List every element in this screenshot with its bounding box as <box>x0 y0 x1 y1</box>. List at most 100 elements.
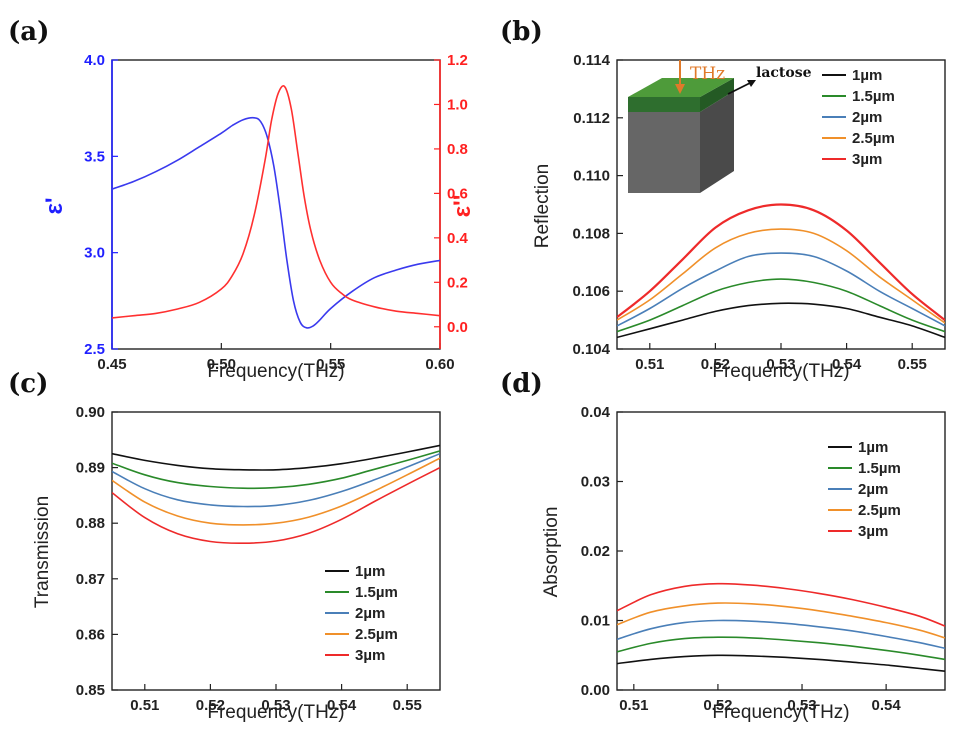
y-axis-title: Transmission <box>32 496 53 608</box>
x-tick-label: 0.45 <box>97 356 126 373</box>
x-tick-label: 0.54 <box>832 356 862 373</box>
legend-label: 2.5µm <box>852 130 895 147</box>
legend-label: 3µm <box>858 523 888 540</box>
x-tick-label: 0.54 <box>872 697 902 714</box>
y-tick-label: 0.104 <box>572 341 610 358</box>
y-axis-title: Absorption <box>541 507 562 598</box>
y2-axis-title: ε'' <box>449 195 476 218</box>
panel-label: (d) <box>500 369 543 399</box>
y2-tick-label: 0.4 <box>447 230 469 247</box>
y-tick-label: 0.108 <box>572 225 610 242</box>
x-tick-label: 0.51 <box>635 356 664 373</box>
panel-a: (a) 0.45 0.50 0.55 0.60 2.5 3.0 3.5 4.0 0.0 0.2 0.4… <box>8 17 476 382</box>
legend-label: 2µm <box>852 109 882 126</box>
y-tick-label: 0.03 <box>581 474 610 491</box>
y-tick-label: 0.01 <box>581 613 610 630</box>
legend-label: 1µm <box>355 563 385 580</box>
plot-frame <box>616 411 946 691</box>
y-tick-label: 0.114 <box>573 52 610 69</box>
x-tick-label: 0.55 <box>393 697 422 714</box>
series-line-2.5m <box>617 602 945 639</box>
series-line-2m <box>617 619 945 650</box>
series-line-left <box>112 116 440 329</box>
legend-label: 1µm <box>852 67 882 84</box>
y-tick-label: 0.86 <box>76 626 105 643</box>
y2-tick-label: 0.6 <box>447 185 468 202</box>
x-tick-label: 0.53 <box>766 356 795 373</box>
y2-tick-label: 0.2 <box>447 274 468 291</box>
y-tick-label: 0.04 <box>581 404 611 421</box>
y-tick-label: 3.0 <box>84 245 105 262</box>
x-tick-label: 0.55 <box>316 356 345 373</box>
legend-label: 1µm <box>858 439 888 456</box>
y-tick-label: 0.89 <box>76 460 105 477</box>
y-tick-label: 0.85 <box>76 682 105 699</box>
panel-d: (d) 0.51 0.52 0.53 0.54 0.00 0.01 0.02 0.03 0.04 F… <box>500 369 946 723</box>
series-line-3m <box>112 466 440 545</box>
inset-block-front <box>628 112 700 193</box>
y2-tick-label: 1.2 <box>447 52 468 69</box>
y-tick-label: 0.90 <box>76 404 105 421</box>
x-tick-label: 0.53 <box>787 697 816 714</box>
legend-label: 1.5µm <box>355 584 398 601</box>
y-tick-label: 0.87 <box>76 571 105 588</box>
x-tick-label: 0.51 <box>619 697 648 714</box>
y-tick-label: 0.02 <box>581 543 610 560</box>
y-tick-label: 3.5 <box>84 148 105 165</box>
inset-block-side <box>700 91 734 193</box>
legend-label: 2.5µm <box>858 502 901 519</box>
y-tick-label: 0.88 <box>76 515 105 532</box>
x-tick-label: 0.52 <box>196 697 225 714</box>
x-axis-title: Frequency(THz) <box>207 702 344 723</box>
x-tick-label: 0.54 <box>327 697 357 714</box>
series-line-right <box>112 85 440 319</box>
x-tick-label: 0.52 <box>701 356 730 373</box>
series-line-1.5m <box>112 450 440 490</box>
series-line-2m <box>112 452 440 508</box>
legend-label: 3µm <box>355 647 385 664</box>
x-tick-label: 0.51 <box>130 697 159 714</box>
y-tick-label: 0.00 <box>581 682 610 699</box>
series-line-3m <box>617 582 945 627</box>
legend-label: 1.5µm <box>852 88 895 105</box>
inset-layer-front <box>628 97 700 112</box>
inset-pointer <box>727 81 753 95</box>
series-line-1.5m <box>617 278 945 333</box>
x-tick-label: 0.60 <box>425 356 454 373</box>
panel-label: (b) <box>500 17 543 47</box>
inset-layer-side <box>700 78 734 112</box>
x-tick-label: 0.52 <box>703 697 732 714</box>
y2-tick-label: 0.0 <box>447 319 468 336</box>
series-line-2.5m <box>112 457 440 526</box>
y-axis-title: ε' <box>41 197 68 214</box>
y-tick-label: 0.106 <box>572 283 610 300</box>
x-tick-label: 0.50 <box>207 356 236 373</box>
x-axis-title: Frequency(THz) <box>207 361 344 382</box>
series-line-2m <box>617 252 945 327</box>
y-tick-label: 4.0 <box>84 52 105 69</box>
series-line-2.5m <box>617 228 945 324</box>
panel-c: (c) 0.51 0.52 0.53 0.54 0.55 0.85 0.86 0.87 0.88 0… <box>8 369 441 723</box>
inset-sample-diagram: THz lactose <box>628 60 812 193</box>
legend-label: 1.5µm <box>858 460 901 477</box>
y2-tick-label: 1.0 <box>447 96 468 113</box>
x-tick-label: 0.53 <box>261 697 290 714</box>
inset-pointer-head <box>747 80 756 87</box>
legend-label: 2µm <box>858 481 888 498</box>
series-line-3m <box>617 203 945 321</box>
legend-label: 2µm <box>355 605 385 622</box>
panel-b: (b) 0.51 0.52 0.53 0.54 0.55 0.104 0.106 0.108 0.… <box>500 17 946 382</box>
series-line-1m <box>112 444 440 471</box>
inset-thz-label: THz <box>690 64 725 84</box>
panel-label: (c) <box>8 369 48 399</box>
y-axis-title: Reflection <box>532 164 553 249</box>
x-axis-title: Frequency(THz) <box>712 702 849 723</box>
x-axis-title: Frequency(THz) <box>712 361 849 382</box>
x-tick-label: 0.55 <box>898 356 927 373</box>
y2-tick-label: 0.8 <box>447 141 468 158</box>
series-line-1m <box>617 654 945 672</box>
panel-label: (a) <box>8 17 49 47</box>
y-tick-label: 0.110 <box>573 168 610 185</box>
inset-arrow-head <box>675 84 685 94</box>
